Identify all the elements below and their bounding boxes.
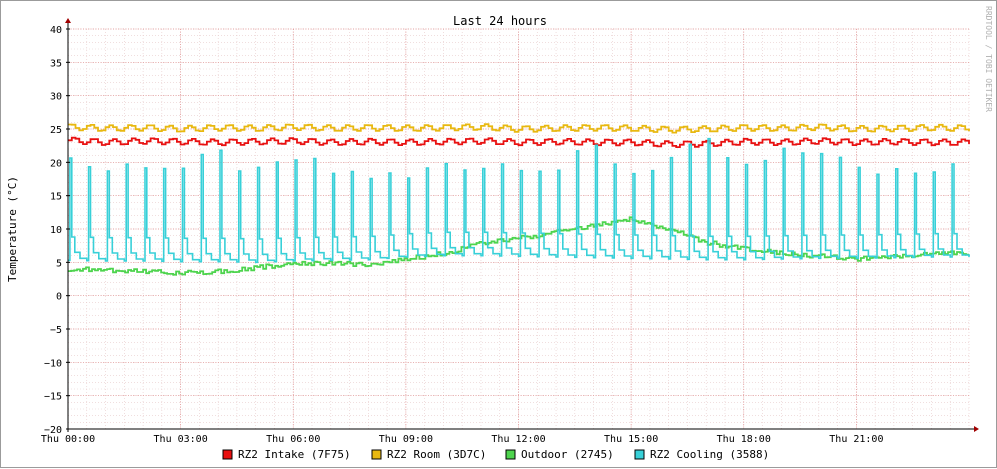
rrdtool-watermark: RRDTOOL / TOBI OETIKER [984,6,993,112]
y-tick-label: 25 [50,125,62,136]
axes [65,18,979,432]
series-line [68,136,970,148]
series-line [68,216,970,276]
y-tick-label: 10 [50,225,62,236]
x-tick-label: Thu 09:00 [379,434,433,445]
x-tick-label: Thu 18:00 [717,434,771,445]
series-line [68,137,970,264]
y-tick-label: 40 [50,25,62,36]
y-tick-label: 35 [50,58,62,69]
legend-swatch [634,449,645,460]
legend-label: RZ2 Room (3D7C) [387,448,486,461]
x-axis-arrow [974,426,979,432]
legend-swatch [222,449,233,460]
y-tick-label: 20 [50,158,62,169]
legend-swatch [371,449,382,460]
y-tick-label: 5 [56,258,62,269]
legend-label: RZ2 Intake (7F75) [238,448,351,461]
y-tick-label: 15 [50,192,62,203]
y-tick-label: −10 [44,358,62,369]
y-axis-arrow [65,18,71,23]
y-tick-label: −15 [44,392,62,403]
y-tick-label: −5 [50,325,62,336]
x-tick-label: Thu 21:00 [829,434,883,445]
x-tick-label: Thu 03:00 [154,434,208,445]
y-tick-label: −20 [44,425,62,436]
legend-swatch [505,449,516,460]
y-tick-label: 30 [50,92,62,103]
x-tick-label: Thu 06:00 [266,434,320,445]
x-tick-label: Thu 12:00 [491,434,545,445]
series-line [68,123,970,134]
chart-title: Last 24 hours [453,14,547,28]
legend-label: RZ2 Cooling (3588) [650,448,769,461]
y-axis-label: Temperature (°C) [6,176,19,282]
legend: RZ2 Intake (7F75) RZ2 Room (3D7C) Outdoor … [222,448,769,461]
series-layer [68,123,970,276]
x-tick-label: Thu 00:00 [41,434,95,445]
x-tick-label: Thu 15:00 [604,434,658,445]
y-tick-label: 0 [56,292,62,303]
legend-label: Outdoor (2745) [521,448,614,461]
major-grid [67,28,969,430]
